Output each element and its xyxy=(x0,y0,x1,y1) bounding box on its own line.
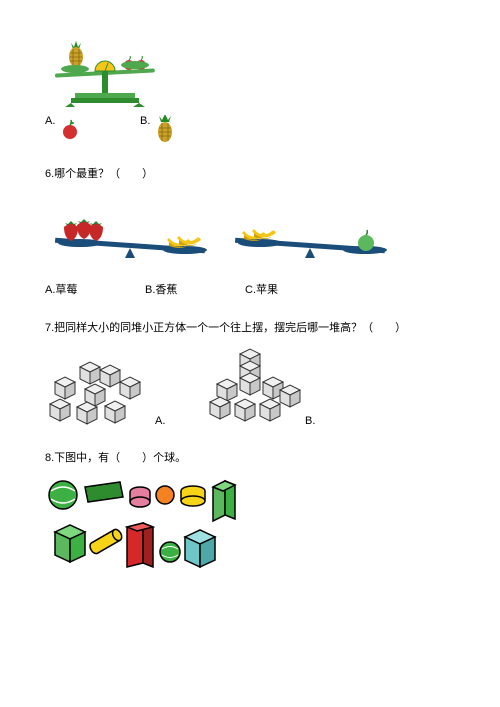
q8-text: 8.下图中，有（ ）个球。 xyxy=(45,449,455,465)
cylinder-icon xyxy=(88,528,123,555)
cuboid-icon xyxy=(213,481,235,521)
q6-option-b: B.香蕉 xyxy=(145,281,245,297)
cube-icon xyxy=(185,530,215,567)
q5-option-b-label: B. xyxy=(140,115,150,127)
q6-option-c: C.苹果 xyxy=(245,281,278,297)
strawberry-icon xyxy=(64,221,78,241)
sphere-icon xyxy=(156,486,174,504)
strawberry-icon xyxy=(77,219,91,239)
q7-option-b-label: B. xyxy=(305,415,315,427)
pineapple-icon xyxy=(154,115,176,143)
q7-option-a-label: A. xyxy=(155,415,165,427)
sphere-icon xyxy=(160,542,180,562)
q6-text: 6.哪个最重？（ ） xyxy=(45,165,455,181)
q7-text: 7.把同样大小的同堆小正方体一个一个往上摆，摆完后哪一堆高？（ ） xyxy=(45,319,455,335)
q6-option-a: A.草莓 xyxy=(45,281,145,297)
pineapple-icon xyxy=(69,41,83,67)
parallelogram-icon xyxy=(85,482,123,502)
q6-options: A.草莓 B.香蕉 C.苹果 xyxy=(45,281,455,297)
q6-figure xyxy=(45,193,455,263)
strawberry-icon xyxy=(89,221,103,241)
q5-options: A. B. xyxy=(45,115,455,143)
q5-option-a-label: A. xyxy=(45,115,55,127)
apple-icon xyxy=(59,119,81,141)
cube-pile-b-icon xyxy=(205,347,305,427)
cuboid-icon xyxy=(127,523,153,567)
cube-icon xyxy=(55,525,85,562)
cube-pile-a-icon xyxy=(45,357,155,427)
q8-shapes-figure xyxy=(45,477,455,572)
scale-icon xyxy=(55,61,155,107)
green-apple-icon xyxy=(358,230,374,251)
sphere-icon xyxy=(49,481,77,509)
q5-scale-figure xyxy=(45,35,455,115)
